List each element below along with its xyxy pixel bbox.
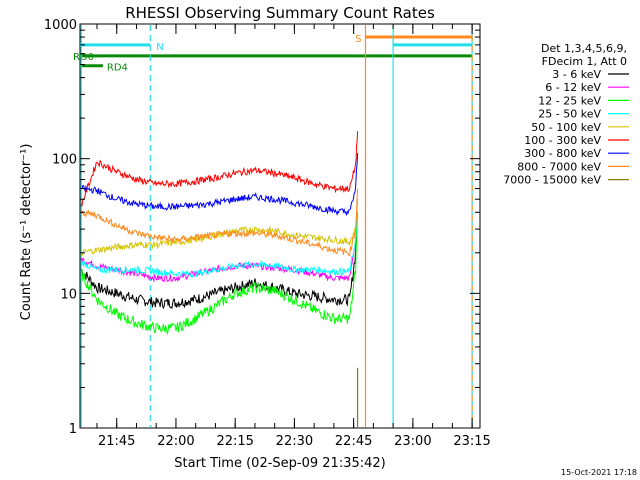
plot-frame	[79, 23, 481, 429]
series-line	[80, 188, 359, 257]
x-tick-label: 22:30	[276, 434, 313, 449]
legend: Det 1,3,4,5,6,9,FDecim 1, Att 03 - 6 keV…	[503, 42, 629, 187]
x-tick-label: 22:45	[335, 434, 372, 449]
series-line	[81, 212, 359, 310]
y-tick-label: 100	[52, 153, 77, 168]
axes-frame	[79, 23, 481, 429]
flag-label-rd4: RD4	[107, 63, 128, 74]
series-line	[80, 199, 359, 279]
time-markers	[80, 25, 473, 427]
series-line	[80, 131, 359, 207]
series-lines	[80, 131, 359, 428]
flag-bars: N S RD0 RD4	[73, 34, 473, 74]
legend-entry-label: 6 - 12 keV	[545, 81, 601, 94]
axis-ticks: 21:45 22:00 22:15 22:30 22:45 23:00 23:15 1 10 10…	[44, 18, 491, 449]
legend-title-line: FDecim 1, Att 0	[542, 55, 627, 68]
legend-entry-label: 7000 - 15000 keV	[503, 174, 601, 187]
y-axis-label: Count Rate (s⁻¹ detector⁻¹)	[19, 144, 34, 321]
x-tick-label: 23:15	[453, 434, 490, 449]
y-tick-label: 10	[60, 287, 77, 302]
x-tick-label: 21:45	[98, 434, 135, 449]
x-tick-label: 23:00	[394, 434, 431, 449]
flag-label-rd0: RD0	[73, 52, 94, 63]
x-tick-label: 22:15	[216, 434, 253, 449]
legend-title-line: Det 1,3,4,5,6,9,	[541, 42, 627, 55]
legend-entry-label: 12 - 25 keV	[538, 94, 601, 107]
series-line	[81, 153, 359, 216]
x-axis-label: Start Time (02-Sep-09 21:35:42)	[174, 456, 385, 471]
y-tick-label: 1000	[44, 18, 77, 33]
series-line	[80, 199, 359, 283]
legend-entry-label: 3 - 6 keV	[552, 68, 601, 81]
x-tick-label: 22:00	[157, 434, 194, 449]
flag-label-s: S	[355, 34, 361, 45]
legend-entry-label: 300 - 800 keV	[524, 147, 601, 160]
series-line	[80, 212, 359, 336]
legend-entry-label: 100 - 300 keV	[524, 134, 601, 147]
timestamp: 15-Oct-2021 17:18	[561, 468, 637, 477]
y-tick-label: 1	[69, 422, 77, 437]
legend-entry-label: 50 - 100 keV	[531, 121, 601, 134]
legend-entry-label: 25 - 50 keV	[538, 108, 601, 121]
chart-title: RHESSI Observing Summary Count Rates	[125, 4, 435, 22]
flag-label-n: N	[156, 42, 163, 53]
legend-entry-label: 800 - 7000 keV	[517, 160, 601, 173]
